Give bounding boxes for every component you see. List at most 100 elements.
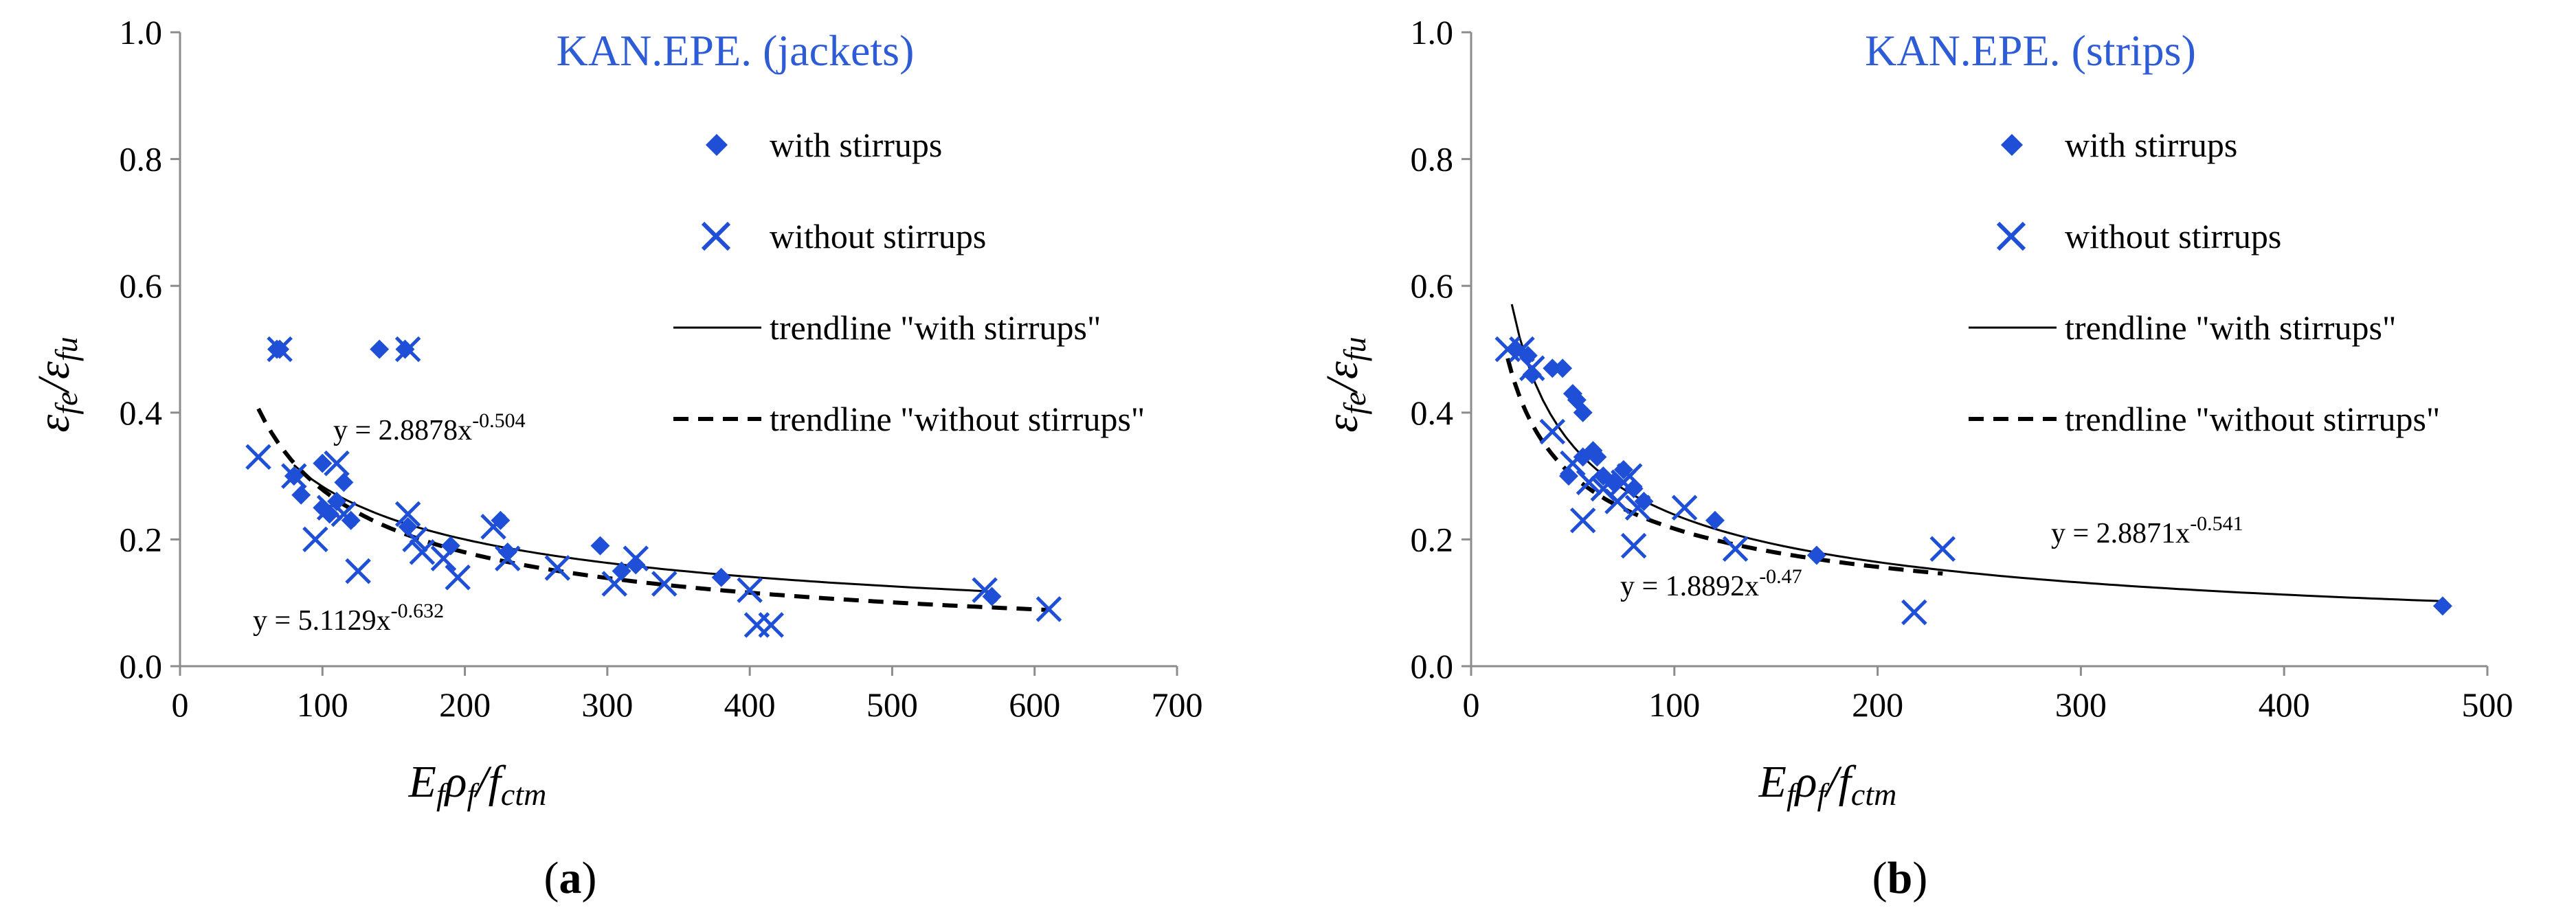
data-point-with-stirrups — [1573, 402, 1593, 422]
chart-title-a: KAN.EPE. (jackets) — [557, 26, 915, 75]
data-point-without-stirrups — [1604, 488, 1631, 514]
x-tick-label: 0 — [1463, 685, 1480, 724]
y-tick-label: 1.0 — [1411, 13, 1454, 52]
data-point-without-stirrups — [409, 539, 436, 565]
data-point-with-stirrups — [291, 485, 311, 505]
data-point-without-stirrups — [544, 555, 571, 581]
y-axis-label-b: εfe/εfu — [1317, 337, 1372, 432]
data-point-with-stirrups — [1587, 447, 1607, 467]
x-axis-label-b: Efρf/fctm — [1758, 757, 1897, 812]
data-point-without-stirrups — [1616, 463, 1643, 489]
x-label-E: E — [1758, 757, 1787, 807]
data-point-with-stirrups — [370, 339, 390, 359]
x-tick-label: 400 — [724, 685, 776, 724]
data-point-with-stirrups — [1806, 545, 1826, 565]
y-tick-label: 0.2 — [120, 520, 163, 558]
trendline-with-stirrups — [1510, 304, 2443, 602]
y-tick-label: 0.8 — [1411, 140, 1454, 179]
data-point-with-stirrups — [395, 339, 415, 359]
data-point-without-stirrups — [1560, 450, 1586, 477]
legend-a: with stirrups without stirrups trendline… — [673, 126, 1145, 438]
data-point-with-stirrups — [1543, 359, 1563, 378]
data-point-without-stirrups — [1576, 469, 1602, 496]
x-label-rho: ρ — [1794, 757, 1817, 807]
legend-b: with stirrups without stirrups trendline… — [1969, 126, 2440, 438]
data-point-without-stirrups — [1539, 418, 1566, 445]
y-label-sub-fu: fu — [1337, 337, 1372, 361]
y-label-eps-1: ε — [1317, 415, 1367, 433]
x-axis-label-a: Efρf/fctm — [408, 757, 547, 812]
legend-x-icon-a — [701, 221, 731, 251]
trendline-equation-with-b: y = 2.8871x-0.541 — [2051, 512, 2243, 549]
y-tick-label: 0.0 — [120, 647, 163, 685]
data-point-with-stirrups — [590, 536, 610, 556]
data-point-without-stirrups — [331, 501, 357, 527]
trendline-without-stirrups — [256, 407, 1049, 613]
x-tick-label: 100 — [1648, 685, 1700, 724]
chart-title-b: KAN.EPE. (strips) — [1865, 26, 2196, 75]
legend-trend-with-a: trendline "with stirrups" — [770, 308, 1101, 347]
data-point-without-stirrups — [394, 336, 421, 363]
x-tick-label: 600 — [1009, 685, 1060, 724]
x-tick-label: 200 — [1852, 685, 1903, 724]
data-point-without-stirrups — [1901, 599, 1927, 626]
data-point-without-stirrups — [1620, 532, 1647, 559]
data-point-with-stirrups — [1553, 359, 1573, 378]
x-tick-label: 300 — [2055, 685, 2107, 724]
trendline-equation-with-a: y = 2.8878x-0.504 — [333, 409, 526, 446]
data-point-without-stirrups — [345, 558, 371, 584]
data-point-with-stirrups — [320, 504, 339, 524]
data-point-without-stirrups — [430, 545, 457, 571]
data-point-without-stirrups — [281, 463, 307, 489]
trendline-with-stirrups — [293, 464, 992, 593]
data-point-without-stirrups — [1509, 336, 1535, 363]
data-point-without-stirrups — [394, 501, 421, 527]
data-point-without-stirrups — [1569, 507, 1596, 534]
y-tick-label: 0.8 — [120, 140, 163, 179]
data-point-without-stirrups — [623, 545, 649, 571]
data-point-with-stirrups — [313, 453, 333, 473]
data-point-with-stirrups — [1705, 510, 1725, 530]
data-point-without-stirrups — [402, 526, 428, 553]
legend-trend-without-a: trendline "without stirrups" — [770, 400, 1145, 438]
data-point-without-stirrups — [1671, 494, 1698, 521]
y-axis-label-a: εfe/εfu — [29, 337, 84, 432]
x-tick-label: 500 — [866, 685, 918, 724]
legend-trend-with-b: trendline "with stirrups" — [2065, 308, 2396, 347]
data-point-without-stirrups — [1624, 494, 1651, 521]
trendline-without-stirrups — [1505, 358, 1943, 576]
data-point-without-stirrups — [445, 565, 471, 591]
axes: 0 100 200 300 400 500 600 700 0.0 0.2 0.4 0.6 0.8 1.0 — [120, 13, 1203, 724]
data-point-without-stirrups — [494, 545, 521, 571]
x-tick-label: 100 — [297, 685, 348, 724]
data-point-with-stirrups — [497, 542, 517, 562]
legend-with-stirrups-b: with stirrups — [2065, 126, 2237, 164]
y-label-slash-eps: /ε — [29, 361, 79, 394]
data-point-without-stirrups — [1035, 596, 1062, 622]
x-label-slash-f: /f — [473, 757, 506, 807]
y-label-eps-1: ε — [29, 415, 79, 433]
data-point-without-stirrups — [758, 612, 785, 638]
x-label-slash-f: /f — [1823, 757, 1856, 807]
legend-without-stirrups-a: without stirrups — [770, 217, 986, 255]
y-tick-label: 0.6 — [1411, 266, 1454, 305]
data-point-with-stirrups — [1522, 365, 1542, 385]
legend-with-stirrups-a: with stirrups — [770, 126, 942, 164]
svg-text:Efρf/fctm: Efρf/fctm — [408, 757, 547, 812]
data-point-without-stirrups — [316, 494, 343, 521]
x-label-E: E — [408, 757, 436, 807]
x-label-rho: ρ — [444, 757, 467, 807]
y-tick-label: 0.0 — [1411, 647, 1454, 685]
data-point-without-stirrups — [302, 526, 328, 553]
trendline-equation-without-a: y = 5.1129x-0.632 — [253, 600, 444, 637]
data-point-without-stirrups — [651, 571, 677, 597]
data-point-without-stirrups — [737, 577, 763, 604]
data-point-without-stirrups — [972, 577, 998, 604]
y-label-sub-fe: fe — [49, 391, 84, 414]
data-point-with-stirrups — [334, 473, 354, 492]
y-label-sub-fu: fu — [49, 337, 84, 361]
y-tick-label: 0.6 — [120, 266, 163, 305]
legend-without-stirrups-b: without stirrups — [2065, 217, 2281, 255]
data-point-without-stirrups — [324, 450, 350, 477]
